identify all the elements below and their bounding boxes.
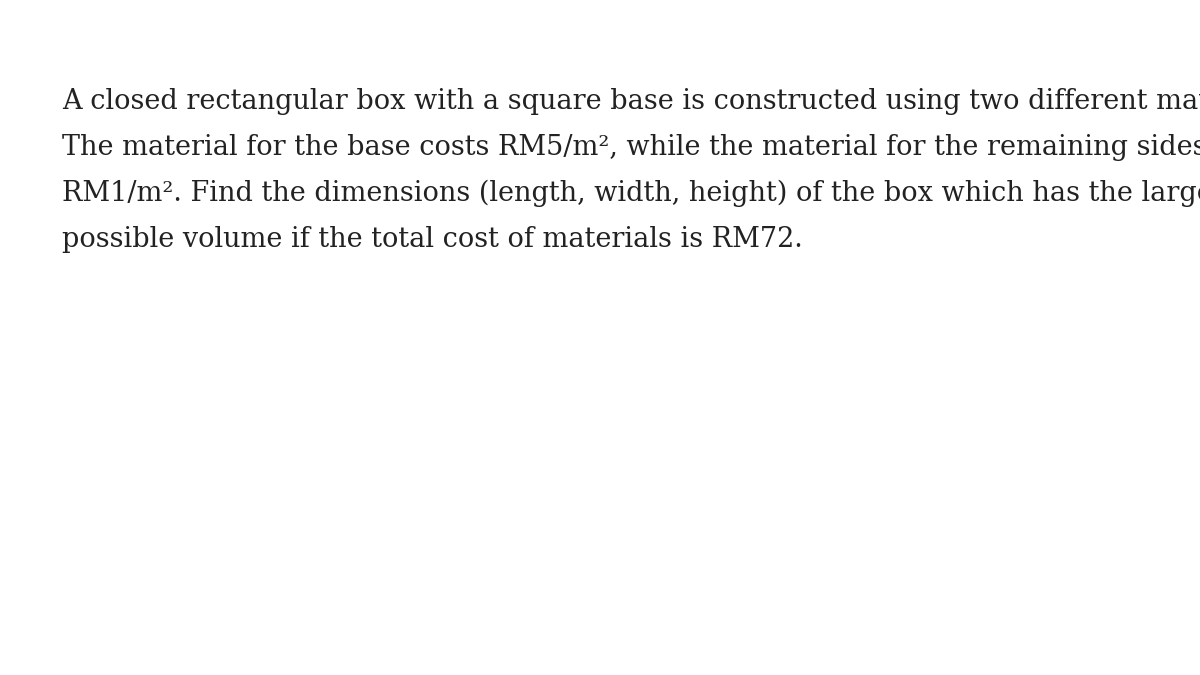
Text: A closed rectangular box with a square base is constructed using two different m: A closed rectangular box with a square b…: [62, 88, 1200, 115]
Text: RM1/m². Find the dimensions (length, width, height) of the box which has the lar: RM1/m². Find the dimensions (length, wid…: [62, 180, 1200, 207]
Text: The material for the base costs RM5/m², while the material for the remaining sid: The material for the base costs RM5/m², …: [62, 134, 1200, 161]
Text: possible volume if the total cost of materials is RM72.: possible volume if the total cost of mat…: [62, 226, 803, 253]
